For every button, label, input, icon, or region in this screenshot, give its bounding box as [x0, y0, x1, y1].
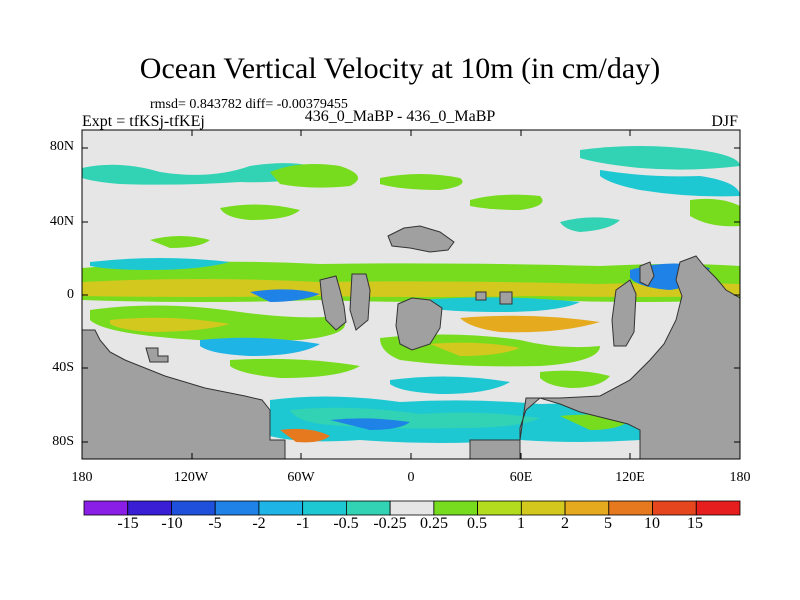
field-patch	[230, 358, 360, 378]
field-patch	[200, 337, 320, 356]
colorbar-swatch	[564, 500, 610, 516]
field-patch	[110, 317, 230, 332]
colorbar-label: -10	[161, 515, 183, 532]
y-tick-label: 0	[67, 287, 74, 302]
x-tick-label: 120W	[173, 470, 209, 485]
field-patch	[82, 163, 330, 185]
field-patch	[150, 236, 210, 248]
land-americas	[319, 275, 347, 331]
land-west-south	[82, 329, 286, 459]
colorbar-label: -15	[117, 515, 139, 532]
land-island	[499, 291, 513, 305]
colorbar-swatch	[652, 500, 697, 516]
colorbar-swatch	[433, 500, 478, 516]
colorbar-label: 10	[644, 515, 660, 532]
field-patch	[580, 146, 740, 170]
colorbar	[83, 500, 741, 516]
land-island	[639, 261, 655, 287]
colorbar-swatch	[695, 500, 741, 516]
field-patch	[380, 174, 463, 190]
colorbar-swatch	[345, 500, 391, 516]
x-tick-label: 180	[71, 470, 93, 485]
colorbar-label: 15	[687, 515, 703, 532]
colorbar-swatch	[477, 500, 522, 516]
field-patch	[390, 376, 510, 394]
colorbar-swatch	[302, 500, 347, 516]
land-east-column	[611, 279, 637, 347]
land-africa	[395, 297, 443, 351]
colorbar-label: 0.5	[467, 515, 487, 532]
colorbar-swatch	[127, 500, 172, 516]
map-field	[82, 130, 740, 459]
colorbar-label: 5	[604, 515, 612, 532]
land-island	[475, 291, 487, 301]
field-patch	[690, 198, 740, 227]
colorbar-label: 2	[561, 515, 569, 532]
colorbar-swatch	[608, 500, 653, 516]
colorbar-swatch	[83, 500, 129, 516]
x-tick-label: 180	[729, 470, 751, 485]
field-patch	[460, 315, 600, 333]
y-tick-label: 40S	[52, 360, 74, 375]
x-tick-label: 120E	[615, 470, 645, 485]
colorbar-label: -0.5	[333, 515, 359, 532]
colorbar-label: -1	[296, 515, 310, 532]
land-north	[387, 225, 455, 253]
colorbar-label: -0.25	[373, 515, 407, 532]
colorbar-label: 0.25	[420, 515, 448, 532]
field-patch	[540, 370, 610, 388]
field-patch	[600, 170, 740, 197]
field-patch	[280, 428, 330, 443]
x-tick-label: 60E	[509, 470, 533, 485]
stats-text: rmsd= 0.843782 diff= -0.00379455	[150, 97, 348, 112]
field-patch	[82, 279, 740, 297]
colorbar-swatch	[389, 500, 435, 516]
y-tick-label: 40N	[49, 214, 74, 229]
colorbar-label: -2	[252, 515, 266, 532]
land-island	[145, 347, 169, 363]
colorbar-label: 1	[517, 515, 525, 532]
field-patch	[470, 194, 543, 210]
field-patch	[270, 164, 358, 188]
colorbar-swatch	[214, 500, 260, 516]
axis-ticks	[81, 130, 741, 459]
field-patch	[420, 297, 580, 312]
land-masses	[82, 225, 740, 459]
x-tick-label: 60W	[287, 470, 315, 485]
colorbar-label: -5	[208, 515, 222, 532]
y-tick-label: 80S	[52, 434, 74, 449]
subtitle-label: 436_0_MaBP - 436_0_MaBP	[304, 108, 496, 125]
chart-title: Ocean Vertical Velocity at 10m (in cm/da…	[139, 52, 661, 85]
land-east-south	[469, 255, 740, 459]
y-tick-label: 80N	[49, 139, 74, 154]
field-patch	[90, 258, 230, 270]
field-patch	[330, 418, 410, 430]
field-patch	[560, 217, 620, 232]
field-patch	[250, 289, 320, 302]
field-patch	[220, 204, 300, 220]
land-americas-east	[349, 273, 371, 331]
field-patch	[430, 342, 520, 356]
season-label: DJF	[711, 113, 738, 130]
colorbar-swatch	[171, 500, 216, 516]
colorbar-swatch	[520, 500, 566, 516]
colorbar-swatch	[258, 500, 304, 516]
x-tick-label: 0	[407, 470, 415, 485]
experiment-label: Expt = tfKSj-tfKEj	[82, 113, 205, 130]
